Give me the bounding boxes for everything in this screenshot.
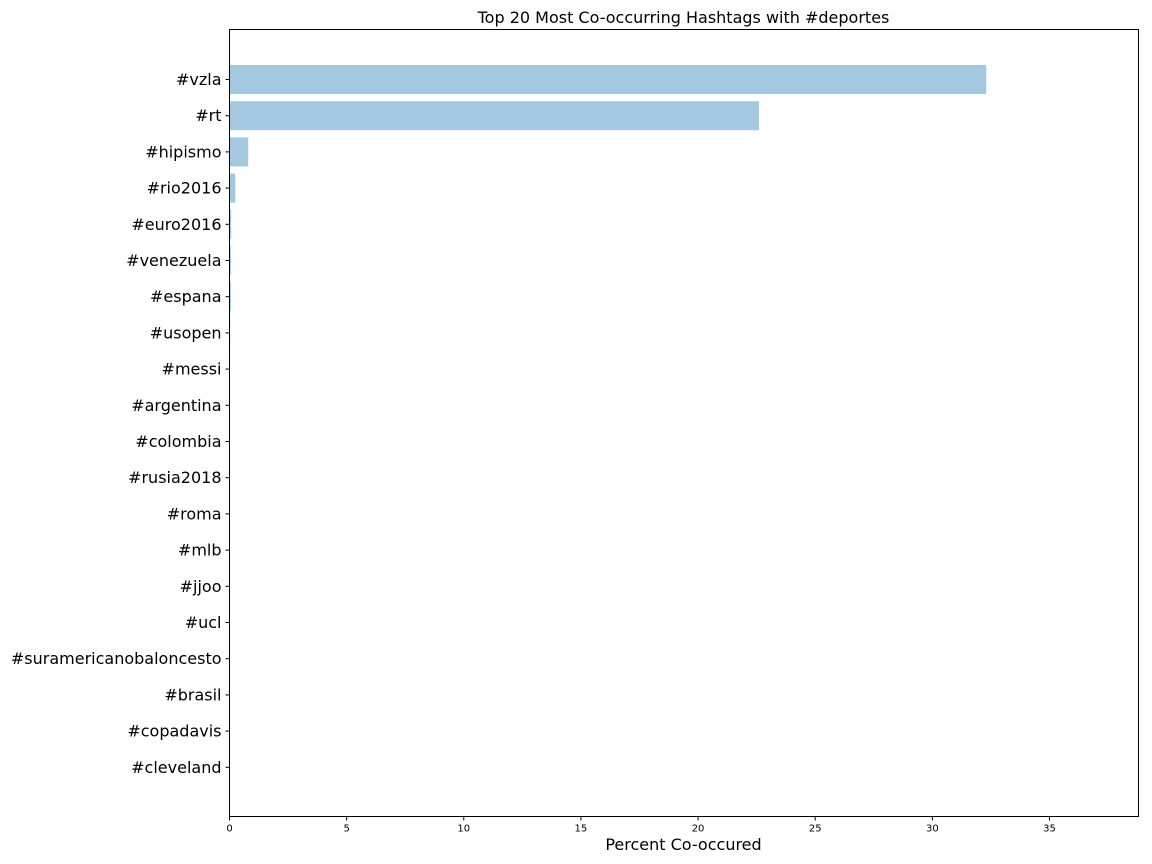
y-tick-label: #usopen (150, 323, 222, 342)
y-tick-label: #rio2016 (147, 179, 222, 198)
y-tick-label: #argentina (131, 396, 221, 415)
y-tick-label: #espana (150, 287, 222, 306)
y-tick-label: #vzla (176, 70, 222, 89)
y-tick-label: #cleveland (131, 758, 221, 777)
x-tick-label: 25 (809, 824, 822, 835)
y-tick-label: #ucl (185, 613, 222, 632)
y-axis-ticks: #vzla #rt #hipismo #rio2016 #euro2016 #venezu… (11, 70, 230, 777)
x-axis-ticks: 0 5 10 15 20 25 30 35 (226, 816, 1056, 835)
y-tick-label: #colombia (135, 432, 221, 451)
x-axis-label: Percent Co-occured (605, 835, 761, 854)
plot-frame (229, 29, 1139, 817)
bar (229, 173, 236, 203)
x-tick-label: 5 (343, 824, 349, 835)
y-tick-label: #rusia2018 (128, 468, 221, 487)
y-tick-label: #roma (167, 504, 222, 523)
bar (229, 65, 987, 94)
chart-title: Top 20 Most Co-occurring Hashtags with #… (477, 8, 890, 27)
bar (229, 137, 249, 167)
y-tick-label: #messi (162, 360, 222, 379)
y-tick-label: #brasil (164, 685, 221, 704)
y-tick-label: #suramericanobaloncesto (11, 649, 222, 668)
y-tick-label: #euro2016 (131, 215, 221, 234)
bar (229, 246, 231, 275)
x-tick-label: 35 (1043, 824, 1056, 835)
y-tick-label: #venezuela (126, 251, 221, 270)
y-tick-label: #hipismo (145, 142, 221, 161)
x-tick-label: 30 (926, 824, 939, 835)
bars (229, 65, 987, 782)
bar (229, 101, 759, 131)
x-tick-label: 10 (457, 824, 470, 835)
y-tick-label: #rt (195, 106, 221, 125)
y-tick-label: #copadavis (127, 722, 221, 741)
y-tick-label: #jjoo (180, 577, 222, 596)
x-tick-label: 20 (692, 824, 705, 835)
x-tick-label: 15 (575, 824, 588, 835)
x-tick-label: 0 (226, 824, 232, 835)
y-tick-label: #mlb (178, 541, 222, 560)
bar (229, 209, 232, 239)
bar (229, 282, 231, 312)
